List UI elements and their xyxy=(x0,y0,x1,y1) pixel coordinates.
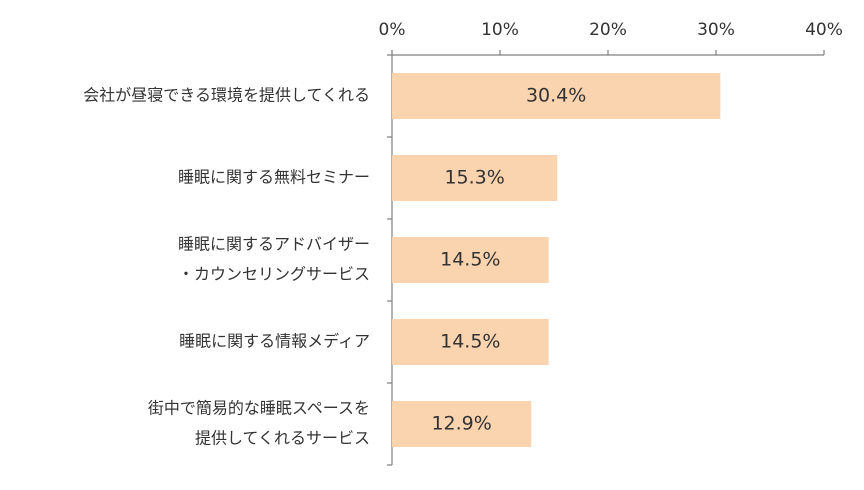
x-tick-label: 30% xyxy=(697,20,735,40)
data-label: 12.9% xyxy=(431,413,491,435)
bar xyxy=(392,401,532,447)
category-label: 会社が昼寝できる環境を提供してくれる xyxy=(83,86,370,105)
category-label: 睡眠に関する情報メディア xyxy=(179,332,370,351)
data-label: 30.4% xyxy=(526,85,586,107)
bar xyxy=(392,73,721,119)
category-label: 提供してくれるサービス xyxy=(195,429,370,448)
bar xyxy=(392,319,549,365)
data-label: 15.3% xyxy=(444,167,504,189)
category-label: 街中で簡易的な睡眠スペースを xyxy=(148,399,370,418)
bar xyxy=(392,237,549,283)
category-label: 睡眠に関するアドバイザー xyxy=(178,235,370,254)
x-tick-label: 10% xyxy=(481,20,519,40)
bars: 30.4% 15.3% 14.5% 14.5% 12.9% xyxy=(392,73,721,447)
bar xyxy=(392,155,558,201)
category-label: ・カウンセリングサービス xyxy=(178,265,370,284)
data-label: 14.5% xyxy=(440,331,500,353)
category-labels: 会社が昼寝できる環境を提供してくれる睡眠に関する無料セミナー睡眠に関するアドバイ… xyxy=(83,86,370,448)
data-label: 14.5% xyxy=(440,249,500,271)
category-label: 睡眠に関する無料セミナー xyxy=(178,168,370,187)
x-tick-label: 40% xyxy=(805,20,843,40)
x-axis: 0% 10% 20% 30% 40% xyxy=(379,20,843,466)
x-tick-label: 0% xyxy=(379,20,406,40)
x-tick-label: 20% xyxy=(589,20,627,40)
